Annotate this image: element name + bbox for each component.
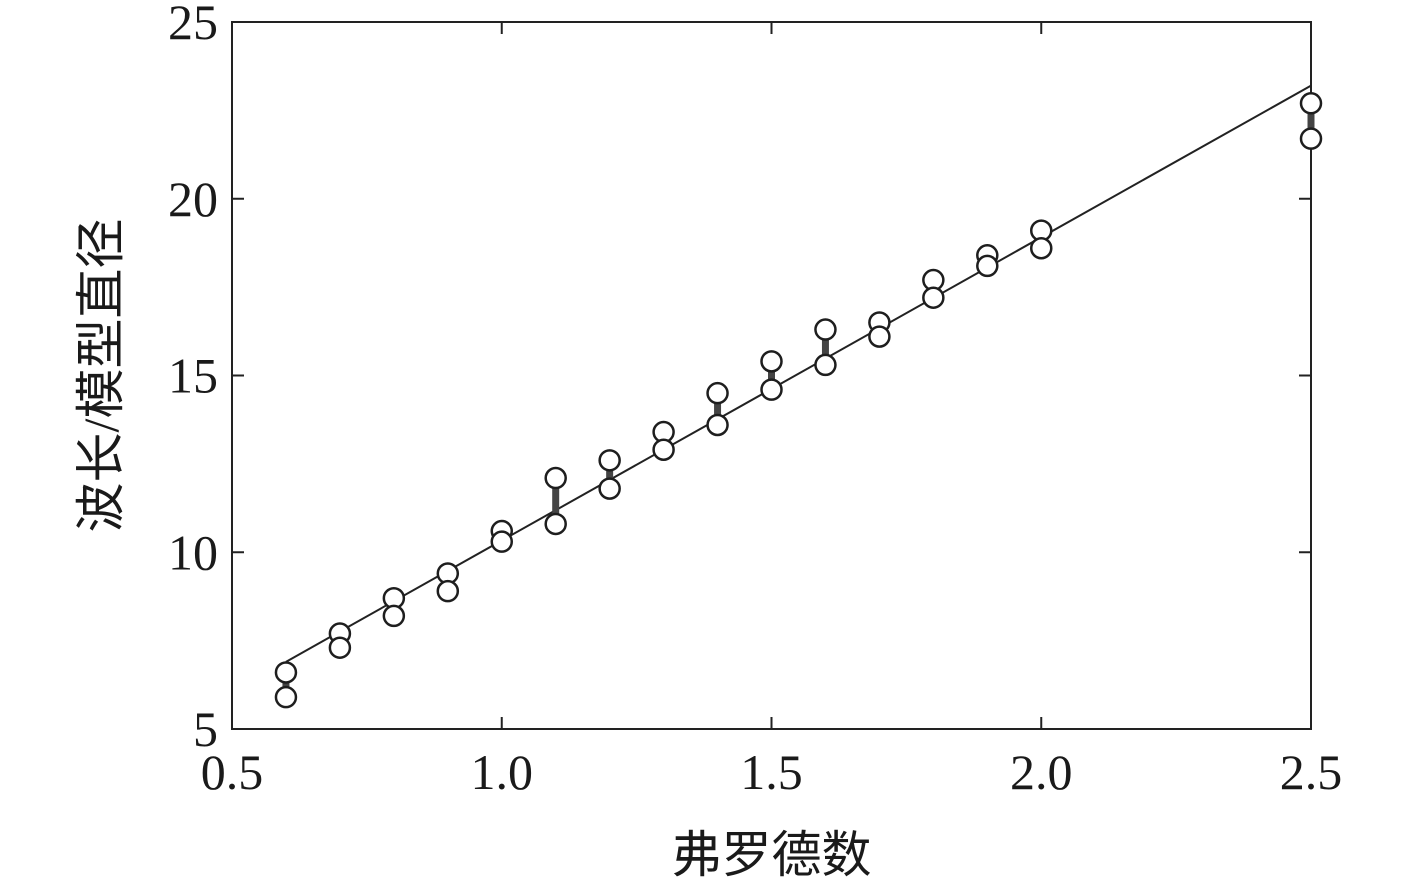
data-point-high bbox=[1299, 92, 1323, 115]
x-tick-label: 0.5 bbox=[201, 744, 264, 800]
data-point-low bbox=[706, 413, 729, 437]
ticks-layer: 0.5 1.0 1.5 2.0 2.5 5 10 15 20 25 bbox=[168, 0, 1342, 800]
data-point-low bbox=[382, 604, 406, 628]
data-points-layer bbox=[274, 92, 1323, 709]
data-point-low bbox=[868, 325, 891, 348]
data-point-high bbox=[544, 466, 567, 490]
data-point-low bbox=[1299, 127, 1323, 150]
data-point-low bbox=[328, 636, 352, 659]
y-tick-label: 10 bbox=[168, 524, 218, 580]
data-point-low bbox=[1030, 236, 1053, 260]
x-tick-label: 2.0 bbox=[1010, 744, 1073, 800]
data-point-low bbox=[274, 685, 298, 709]
data-point-low bbox=[436, 579, 460, 603]
data-point-high bbox=[598, 449, 621, 472]
y-tick-label: 15 bbox=[168, 348, 218, 404]
data-point-high bbox=[760, 350, 783, 373]
data-point-low bbox=[760, 378, 783, 401]
data-point-high bbox=[706, 381, 729, 405]
y-tick-label: 25 bbox=[168, 0, 218, 50]
fit-line bbox=[285, 84, 1312, 663]
y-tick-label: 5 bbox=[193, 701, 218, 757]
x-tick-label: 1.5 bbox=[740, 744, 803, 800]
fit-line-layer bbox=[285, 84, 1312, 663]
data-point-low bbox=[922, 286, 945, 309]
data-point-low bbox=[814, 353, 837, 377]
data-point-low bbox=[490, 530, 513, 553]
data-point-low bbox=[598, 477, 621, 500]
x-tick-label: 1.0 bbox=[471, 744, 534, 800]
data-point-high bbox=[274, 661, 298, 684]
data-point-low bbox=[976, 254, 999, 278]
y-tick-label: 20 bbox=[168, 171, 218, 227]
x-tick-label: 2.5 bbox=[1280, 744, 1343, 800]
data-point-low bbox=[544, 512, 567, 536]
data-point-low bbox=[652, 438, 675, 461]
data-point-high bbox=[814, 318, 837, 341]
y-axis-title: 波长/模型直径 bbox=[73, 219, 129, 533]
x-axis-title: 弗罗德数 bbox=[672, 827, 872, 883]
